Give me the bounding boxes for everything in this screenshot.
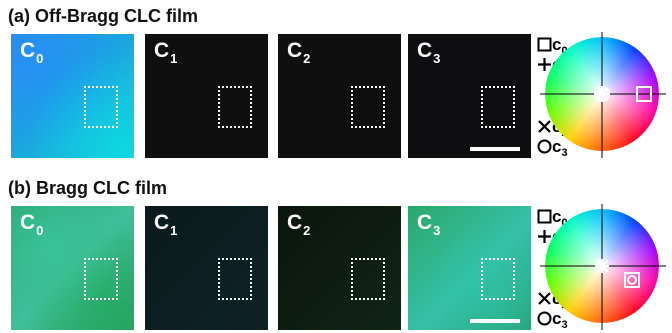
roi-box <box>351 86 385 128</box>
roi-box <box>481 258 515 300</box>
panel-label: C0 <box>20 39 44 66</box>
panel-label: C2 <box>287 39 311 66</box>
marker-square <box>624 272 640 288</box>
roi-box <box>351 258 385 300</box>
roi-box <box>481 86 515 128</box>
row-a-title: (a) Off-Bragg CLC film <box>8 6 198 26</box>
marker-circle <box>627 275 637 285</box>
panel-label: C2 <box>287 211 311 238</box>
roi-box <box>84 258 118 300</box>
panel-label: C3 <box>417 211 441 238</box>
row-b-title: (b) Bragg CLC film <box>8 178 167 198</box>
cross-marker-icon <box>538 292 551 305</box>
panel-a-c0: C0 <box>11 34 134 158</box>
square-marker-icon <box>537 37 552 52</box>
legend-c0-square: c0 <box>537 208 568 229</box>
plus-marker-icon <box>538 58 551 71</box>
panel-label: C1 <box>154 39 178 66</box>
panel-b-c0: C0 <box>11 206 134 330</box>
panel-a-c2: C2 <box>278 34 401 158</box>
circle-marker-icon <box>537 139 552 154</box>
scale-bar <box>470 319 520 323</box>
scale-bar <box>470 147 520 151</box>
legend-c0-square: c0 <box>537 36 568 57</box>
marker-cross <box>595 259 609 273</box>
color-wheel-a <box>540 32 666 158</box>
roi-box <box>218 86 252 128</box>
marker-cross <box>595 87 609 101</box>
roi-box <box>84 86 118 128</box>
panel-b-c1: C1 <box>145 206 268 330</box>
legend-c3-circle: c3 <box>537 138 568 159</box>
panel-label: C3 <box>417 39 441 66</box>
legend-c3-circle: c3 <box>537 310 568 331</box>
cross-marker-icon <box>538 120 551 133</box>
panel-label: C0 <box>20 211 44 238</box>
marker-square <box>636 86 652 102</box>
panel-a-c1: C1 <box>145 34 268 158</box>
square-marker-icon <box>537 209 552 224</box>
plus-marker-icon <box>538 230 551 243</box>
color-wheel-b <box>540 204 666 330</box>
panel-a-c3: C3 <box>408 34 531 158</box>
panel-b-c3: C3 <box>408 206 531 330</box>
circle-marker-icon <box>537 311 552 326</box>
panel-b-c2: C2 <box>278 206 401 330</box>
roi-box <box>218 258 252 300</box>
panel-label: C1 <box>154 211 178 238</box>
